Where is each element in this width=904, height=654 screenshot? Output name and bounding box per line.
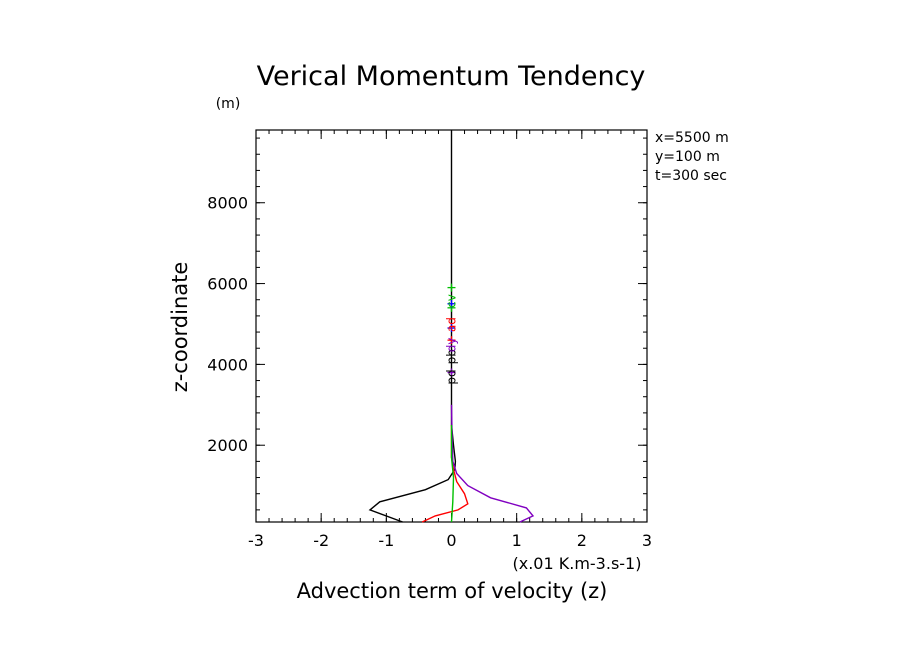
axis-ticks: -3 -2 -1 0 1 2 3 2000 4000 6000 8000 [207,130,652,550]
x-tick-label: 2 [577,531,587,550]
x-tick-label: 0 [446,531,456,550]
profile-label: ad [445,317,459,332]
profile-label: pd [445,369,459,384]
chart-title: Verical Momentum Tendency [257,61,646,92]
x-axis-label: Advection term of velocity (z) [297,579,608,603]
y-tick-label: 8000 [207,194,248,213]
y-axis-label: z-coordinate [168,262,192,393]
y-units: (m) [216,96,241,112]
profile-label: pb [445,349,459,364]
y-tick-label: 2000 [207,436,248,455]
profile-label: cv [445,294,459,308]
x-tick-label: -3 [248,531,264,550]
info-y: y=100 m [655,149,720,165]
series-lines [368,130,535,523]
info-t: t=300 sec [655,168,727,184]
series-line [450,404,535,523]
x-units: (x.01 K.m-3.s-1) [513,554,642,573]
x-tick-label: 1 [512,531,522,550]
x-tick-label: -1 [378,531,394,550]
y-tick-label: 6000 [207,275,248,294]
profile-label: dy [445,338,459,353]
x-tick-label: -2 [313,531,329,550]
info-x: x=5500 m [655,130,729,146]
series-line [450,425,455,523]
series-line [368,130,457,523]
x-tick-label: 3 [642,531,652,550]
series-line [421,425,469,523]
y-tick-label: 4000 [207,355,248,374]
